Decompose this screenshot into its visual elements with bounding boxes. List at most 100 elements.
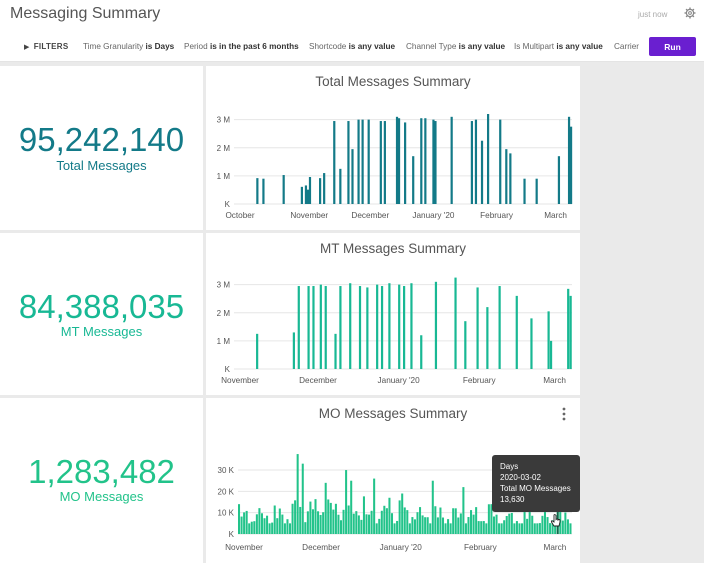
chart-bar[interactable] xyxy=(413,519,416,534)
chart-bar[interactable] xyxy=(530,318,533,369)
chart-bar[interactable] xyxy=(357,119,360,204)
chart-bar[interactable] xyxy=(420,118,423,204)
chart-bar[interactable] xyxy=(434,121,437,204)
chart-bar[interactable] xyxy=(300,186,303,204)
chart-bar[interactable] xyxy=(412,156,415,204)
chart-bar[interactable] xyxy=(431,480,434,534)
chart-bar[interactable] xyxy=(309,501,312,534)
filters-toggle[interactable]: ▶ FILTERS xyxy=(24,42,69,51)
filter-chip-is-multipart[interactable]: Is Multipart is any value xyxy=(514,42,603,51)
chart-bar[interactable] xyxy=(380,510,383,534)
chart-bar[interactable] xyxy=(334,333,337,369)
chart-bar[interactable] xyxy=(567,288,570,369)
chart-bar[interactable] xyxy=(508,513,511,534)
chart-bar[interactable] xyxy=(312,286,315,369)
chart-bar[interactable] xyxy=(424,118,427,204)
chart-bar[interactable] xyxy=(324,286,327,369)
chart-bar[interactable] xyxy=(306,189,310,204)
chart-bar[interactable] xyxy=(541,515,544,534)
chart-bar[interactable] xyxy=(464,321,467,369)
chart-bar[interactable] xyxy=(357,515,360,534)
chart-bar[interactable] xyxy=(436,517,439,534)
chart-bar[interactable] xyxy=(258,508,261,534)
chart-bar[interactable] xyxy=(278,508,281,534)
chart-bar[interactable] xyxy=(454,277,457,369)
chart-bar[interactable] xyxy=(521,523,524,534)
chart-bar[interactable] xyxy=(426,517,429,534)
chart-bar[interactable] xyxy=(401,493,404,535)
chart-bar[interactable] xyxy=(569,523,572,534)
chart-bar[interactable] xyxy=(549,340,553,369)
chart-bar[interactable] xyxy=(447,519,450,534)
chart-bar[interactable] xyxy=(307,286,310,369)
chart-bar[interactable] xyxy=(397,118,401,204)
chart-bar[interactable] xyxy=(375,523,378,534)
chart-bar[interactable] xyxy=(334,503,337,534)
chart-bar[interactable] xyxy=(569,295,572,369)
chart-bar[interactable] xyxy=(554,523,557,534)
chart-bar[interactable] xyxy=(467,517,470,534)
chart-bar[interactable] xyxy=(299,506,302,534)
chart-bar[interactable] xyxy=(429,523,432,534)
chart-bar[interactable] xyxy=(255,514,258,534)
chart-bar[interactable] xyxy=(411,517,414,534)
chart-bar[interactable] xyxy=(365,514,368,534)
chart-bar[interactable] xyxy=(518,523,521,534)
chart-bar[interactable] xyxy=(393,523,396,534)
chart-bar[interactable] xyxy=(360,519,363,534)
chart-bar[interactable] xyxy=(513,523,516,534)
chart-bar[interactable] xyxy=(337,514,340,534)
chart-bar[interactable] xyxy=(472,514,475,534)
chart-bar[interactable] xyxy=(273,505,276,534)
chart-bar[interactable] xyxy=(403,286,406,369)
chart-bar[interactable] xyxy=(547,311,550,369)
chart-bar[interactable] xyxy=(339,286,342,369)
chart-bar[interactable] xyxy=(288,523,292,534)
chart-bar[interactable] xyxy=(421,515,424,534)
chart-bar[interactable] xyxy=(351,149,354,204)
chart-bar[interactable] xyxy=(378,518,381,534)
chart-bar[interactable] xyxy=(260,513,263,534)
chart-bar[interactable] xyxy=(499,119,502,204)
chart-bar[interactable] xyxy=(304,185,308,204)
chart-bar[interactable] xyxy=(329,502,332,534)
chart-bar[interactable] xyxy=(543,510,546,534)
chart-bar[interactable] xyxy=(317,511,320,534)
chart-bar[interactable] xyxy=(509,153,512,204)
chart-bar[interactable] xyxy=(339,520,343,534)
chart-bar[interactable] xyxy=(370,510,373,534)
gear-icon[interactable] xyxy=(684,7,696,19)
chart-bar[interactable] xyxy=(358,286,362,369)
chart-bar[interactable] xyxy=(546,517,549,534)
chart-bar[interactable] xyxy=(240,516,243,534)
chart-bar[interactable] xyxy=(505,149,508,204)
chart-bar[interactable] xyxy=(256,178,259,204)
filter-chip-time-granularity[interactable]: Time Granularity is Days xyxy=(83,42,174,51)
chart-bar[interactable] xyxy=(480,140,484,204)
chart-bar[interactable] xyxy=(388,283,391,369)
chart-bar[interactable] xyxy=(319,284,322,369)
chart-bar[interactable] xyxy=(345,470,348,534)
chart-bar[interactable] xyxy=(510,512,513,534)
chart-bar[interactable] xyxy=(523,178,526,204)
chart-bar[interactable] xyxy=(319,514,322,534)
chart-bar[interactable] xyxy=(441,517,445,534)
filter-chip-carrier[interactable]: Carrier xyxy=(614,42,639,51)
chart-bar[interactable] xyxy=(276,518,279,534)
chart-bar[interactable] xyxy=(296,454,299,534)
chart-bar[interactable] xyxy=(470,510,473,534)
chart-bar[interactable] xyxy=(500,523,503,534)
chart-bar[interactable] xyxy=(406,510,409,534)
chart-bar[interactable] xyxy=(347,505,350,534)
run-button[interactable]: Run xyxy=(649,37,696,56)
chart-bar[interactable] xyxy=(564,512,567,534)
chart-bar[interactable] xyxy=(396,520,399,534)
chart-bar[interactable] xyxy=(248,523,251,534)
chart-bar[interactable] xyxy=(485,523,488,534)
chart-bar[interactable] xyxy=(533,523,536,534)
chart-bar[interactable] xyxy=(549,523,552,534)
chart-bar[interactable] xyxy=(470,121,474,204)
more-options-icon[interactable] xyxy=(559,407,569,421)
chart-bar[interactable] xyxy=(243,512,246,534)
chart-bar[interactable] xyxy=(561,520,564,534)
